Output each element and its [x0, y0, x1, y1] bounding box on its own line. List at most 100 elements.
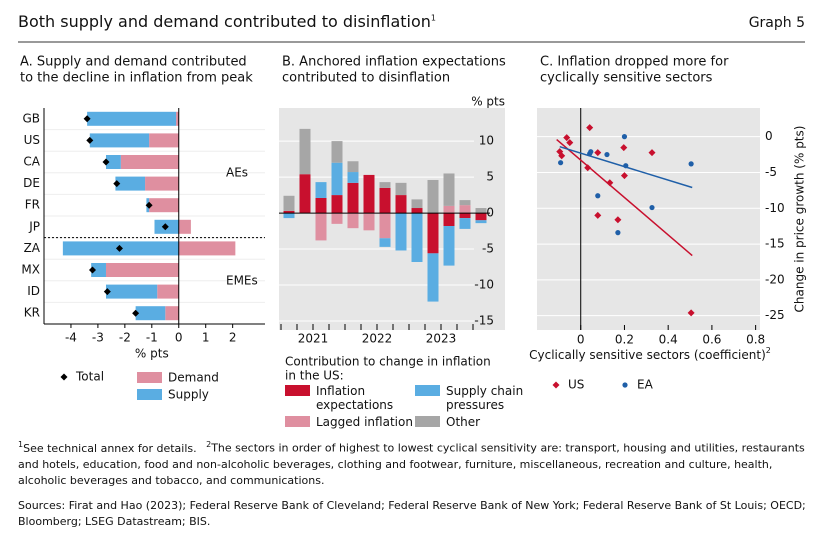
bar [149, 198, 179, 213]
bar [395, 213, 407, 251]
bar [459, 200, 471, 206]
x-tick-label: 0.4 [659, 333, 678, 347]
footnote-text: The sectors in order of highest to lowes… [18, 441, 805, 487]
category-label: MX [21, 263, 40, 277]
total-marker [89, 266, 97, 274]
point [558, 160, 564, 166]
category-label: FR [25, 198, 40, 212]
point [588, 149, 594, 155]
y-tick-label: -15 [474, 314, 494, 328]
category-label: DE [23, 176, 40, 190]
panel-title: cyclically sensitive sectors [540, 71, 713, 86]
bar [475, 220, 487, 224]
sources: Sources: Firat and Hao (2023); Federal R… [18, 499, 806, 528]
bar [105, 155, 121, 169]
panel-title: contributed to disinflation [282, 71, 450, 86]
y-tick-label: 5 [486, 170, 494, 184]
point [558, 152, 566, 160]
x-tick-label: -4 [65, 331, 77, 345]
bar [443, 213, 455, 227]
legend-swatch [285, 385, 310, 396]
bar [315, 213, 327, 241]
legend-swatch [137, 372, 162, 383]
panel-title: C. Inflation dropped more for [540, 55, 729, 70]
y-tick-label: -10 [765, 201, 785, 215]
point [615, 230, 621, 236]
total-marker [161, 223, 169, 231]
legend-label: Other [446, 415, 481, 429]
point [586, 124, 594, 132]
x-axis-title: % pts [135, 347, 169, 361]
bar [331, 162, 343, 196]
point [649, 204, 655, 211]
bar [105, 263, 179, 277]
title-note: 1 [430, 13, 436, 23]
point [614, 216, 622, 224]
y-tick-label: -20 [765, 272, 785, 286]
y-tick-label: -25 [765, 308, 785, 322]
bar [120, 155, 179, 169]
bar [347, 213, 359, 229]
bar [283, 210, 295, 214]
category-label: CA [23, 155, 40, 169]
bar [443, 205, 455, 214]
legend-title: Contribution to change in inflation [285, 355, 491, 369]
total-marker [145, 201, 153, 209]
legend-swatch [137, 389, 162, 400]
y-tick-label: 0 [765, 129, 773, 143]
bar [347, 172, 359, 183]
bar [178, 219, 191, 234]
bar [379, 182, 391, 188]
bar [157, 284, 179, 299]
bar [145, 176, 179, 191]
x-tick-label: 0.6 [702, 333, 721, 347]
legend-label: US [568, 378, 584, 392]
legend-label: Inflation expectations [316, 384, 394, 412]
bar [379, 213, 391, 239]
legend-marker [60, 373, 68, 381]
bar [87, 111, 177, 126]
bar [283, 195, 295, 211]
bar [411, 213, 423, 262]
trend-line [556, 138, 693, 257]
y-tick-label: -5 [765, 165, 777, 179]
bar [459, 205, 471, 214]
panel-title: B. Anchored inflation expectations [282, 55, 506, 70]
x-tick-label: -3 [92, 331, 104, 345]
y-tick-label: 0 [486, 206, 494, 220]
bar [379, 187, 391, 214]
bar [395, 182, 407, 196]
bar [135, 306, 166, 321]
bar [347, 182, 359, 214]
bar [331, 141, 343, 163]
point [566, 139, 574, 147]
bar [459, 218, 471, 229]
legend-label: EA [637, 378, 654, 392]
total-marker [103, 288, 111, 296]
bar [115, 176, 146, 191]
point [620, 172, 628, 180]
x-tick-label: -2 [119, 331, 131, 345]
x-axis-title: Cyclically sensitive sectors (coefficien… [529, 346, 771, 362]
x-tick-label: 2 [229, 331, 237, 345]
category-label: US [24, 133, 40, 147]
bar [299, 128, 311, 175]
bar [443, 173, 455, 206]
bar [395, 195, 407, 214]
total-marker [83, 115, 91, 123]
total-marker [86, 136, 94, 144]
bar [178, 241, 236, 256]
bar [149, 133, 179, 148]
bar [176, 111, 179, 126]
graph-label: Graph 5 [748, 15, 805, 31]
bar [89, 133, 150, 148]
legend-label: Supply [168, 388, 209, 402]
footnote-text: See technical annex for details. [23, 441, 197, 455]
panel-title: to the decline in inflation from peak [20, 71, 253, 86]
legend-swatch [415, 385, 440, 396]
bar [443, 226, 455, 266]
y-tick-label: -15 [765, 237, 785, 251]
bar [299, 174, 311, 214]
x-tick-label: 2023 [426, 332, 457, 346]
